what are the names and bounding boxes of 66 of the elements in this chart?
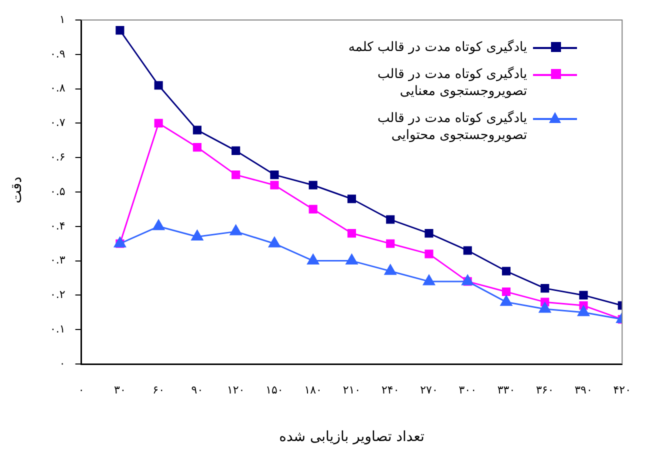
point	[230, 224, 242, 236]
point	[191, 230, 204, 240]
x-tick-label: ۳۰۰	[458, 383, 476, 396]
point	[154, 81, 163, 90]
y-tick-label: ۰.۲	[50, 288, 66, 302]
point	[268, 236, 280, 248]
point	[152, 220, 165, 230]
point	[116, 26, 124, 35]
x-tick-label: ۳۳۰	[497, 383, 516, 396]
y-tick-label: ۰.۹	[50, 47, 66, 60]
x-tick-label: ۳۹۰	[574, 383, 592, 396]
y-tick-label: ۰.۶	[50, 150, 66, 164]
y-tick-label: ۰.۷	[50, 116, 66, 130]
point	[579, 290, 588, 300]
legend-label: یادگیری کوتاه مدت در قالب تصویروجستجوی معنایی	[376, 66, 528, 101]
point	[538, 302, 551, 313]
point	[463, 246, 472, 255]
point	[347, 194, 356, 204]
point	[502, 266, 511, 276]
x-tick-label: ۲۴۰	[381, 383, 400, 396]
x-tick-label: ۱۸۰	[304, 383, 322, 396]
point	[307, 254, 320, 265]
x-tick-label: ۱۲۰	[226, 383, 245, 396]
y-tick-label: ۰.۸	[50, 82, 66, 95]
point	[540, 284, 550, 293]
x-tick-label: ۴۲۰	[613, 383, 632, 396]
y-axis-title: دقت	[9, 176, 25, 205]
point	[347, 228, 356, 238]
y-tick-label: ۰.۵	[50, 184, 66, 198]
x-tick-label: ۳۰	[114, 383, 126, 396]
point	[462, 274, 474, 286]
point	[346, 254, 358, 265]
y-tick-label: ۰.۴	[50, 219, 66, 232]
point	[384, 264, 396, 275]
point	[232, 146, 240, 156]
point	[270, 180, 279, 190]
point	[578, 306, 590, 316]
point	[386, 239, 395, 248]
legend-label: یادگیری کوتاه مدت در قالب کلمه	[348, 40, 528, 57]
y-tick-label: ۰.۳	[50, 254, 66, 267]
x-tick-label: ۰	[78, 383, 84, 396]
point	[192, 126, 202, 134]
x-tick-label: ۹۰	[191, 383, 204, 396]
point	[154, 118, 163, 128]
point	[308, 204, 318, 214]
point	[232, 170, 240, 180]
point	[502, 287, 511, 296]
point	[386, 215, 395, 224]
x-tick-label: ۲۷۰	[420, 383, 438, 396]
y-tick-label: ۰.۱	[50, 322, 66, 336]
x-axis-title: تعداد تصاویر بازیابی شده	[279, 429, 424, 446]
x-tick-label: ۲۱۰	[342, 383, 361, 396]
legend-label: یادگیری کوتاه مدت در قالب تصویروجستجوی محتوایی	[376, 110, 528, 144]
point	[270, 170, 279, 180]
point	[114, 236, 126, 248]
x-tick-label: ۳۶۰	[536, 383, 554, 396]
point	[424, 228, 434, 238]
point	[192, 142, 202, 152]
point	[423, 274, 435, 286]
y-tick-label: ۱	[59, 12, 66, 26]
point	[500, 295, 512, 306]
point	[424, 250, 434, 258]
x-tick-label: ۶۰	[152, 383, 164, 396]
x-tick-label: ۱۵۰	[266, 383, 284, 396]
y-tick-label: ۰	[59, 356, 66, 370]
point	[308, 180, 318, 190]
